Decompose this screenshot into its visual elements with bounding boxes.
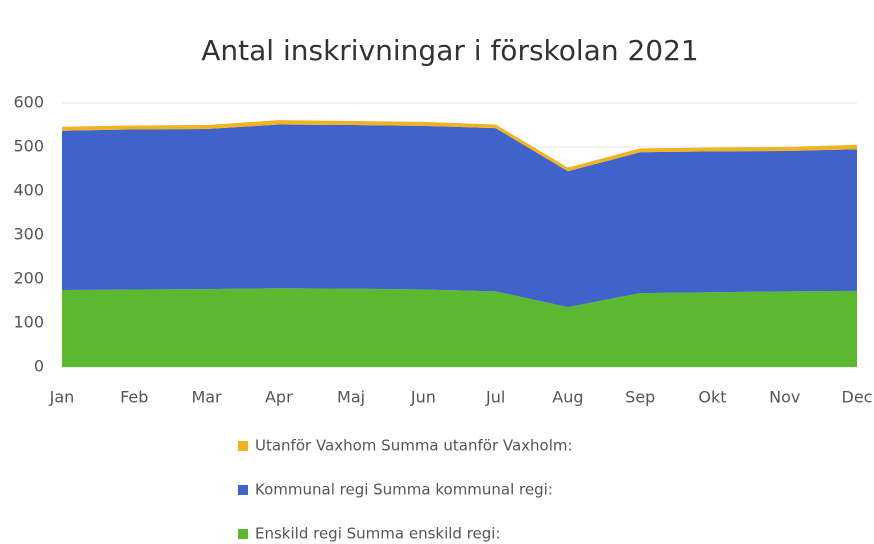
x-tick-label: Aug xyxy=(552,388,583,407)
y-tick-label: 600 xyxy=(13,93,44,112)
y-tick-label: 100 xyxy=(13,313,44,332)
x-tick-label: Jun xyxy=(410,388,436,407)
legend-swatch xyxy=(238,441,248,451)
x-tick-label: Feb xyxy=(120,388,148,407)
legend-label: Kommunal regi Summa kommunal regi: xyxy=(255,481,553,499)
y-tick-label: 0 xyxy=(34,357,44,376)
x-tick-label: Mar xyxy=(191,388,222,407)
legend-swatch xyxy=(238,485,248,495)
y-tick-label: 400 xyxy=(13,181,44,200)
y-tick-label: 500 xyxy=(13,137,44,156)
legend-swatch xyxy=(238,529,248,539)
x-tick-label: Jan xyxy=(49,388,75,407)
chart-title: Antal inskrivningar i förskolan 2021 xyxy=(201,34,698,67)
legend-label: Utanför Vaxhom Summa utanför Vaxholm: xyxy=(255,437,573,455)
area xyxy=(62,124,857,308)
x-tick-label: Sep xyxy=(625,388,655,407)
y-tick-label: 300 xyxy=(13,225,44,244)
x-tick-label: Nov xyxy=(769,388,800,407)
x-tick-label: Dec xyxy=(842,388,873,407)
x-tick-label: Apr xyxy=(265,388,293,407)
x-tick-label: Okt xyxy=(698,388,726,407)
x-tick-label: Jul xyxy=(485,388,505,407)
y-tick-label: 200 xyxy=(13,269,44,288)
x-tick-label: Maj xyxy=(337,388,365,407)
area xyxy=(62,288,857,367)
legend-label: Enskild regi Summa enskild regi: xyxy=(255,525,501,543)
